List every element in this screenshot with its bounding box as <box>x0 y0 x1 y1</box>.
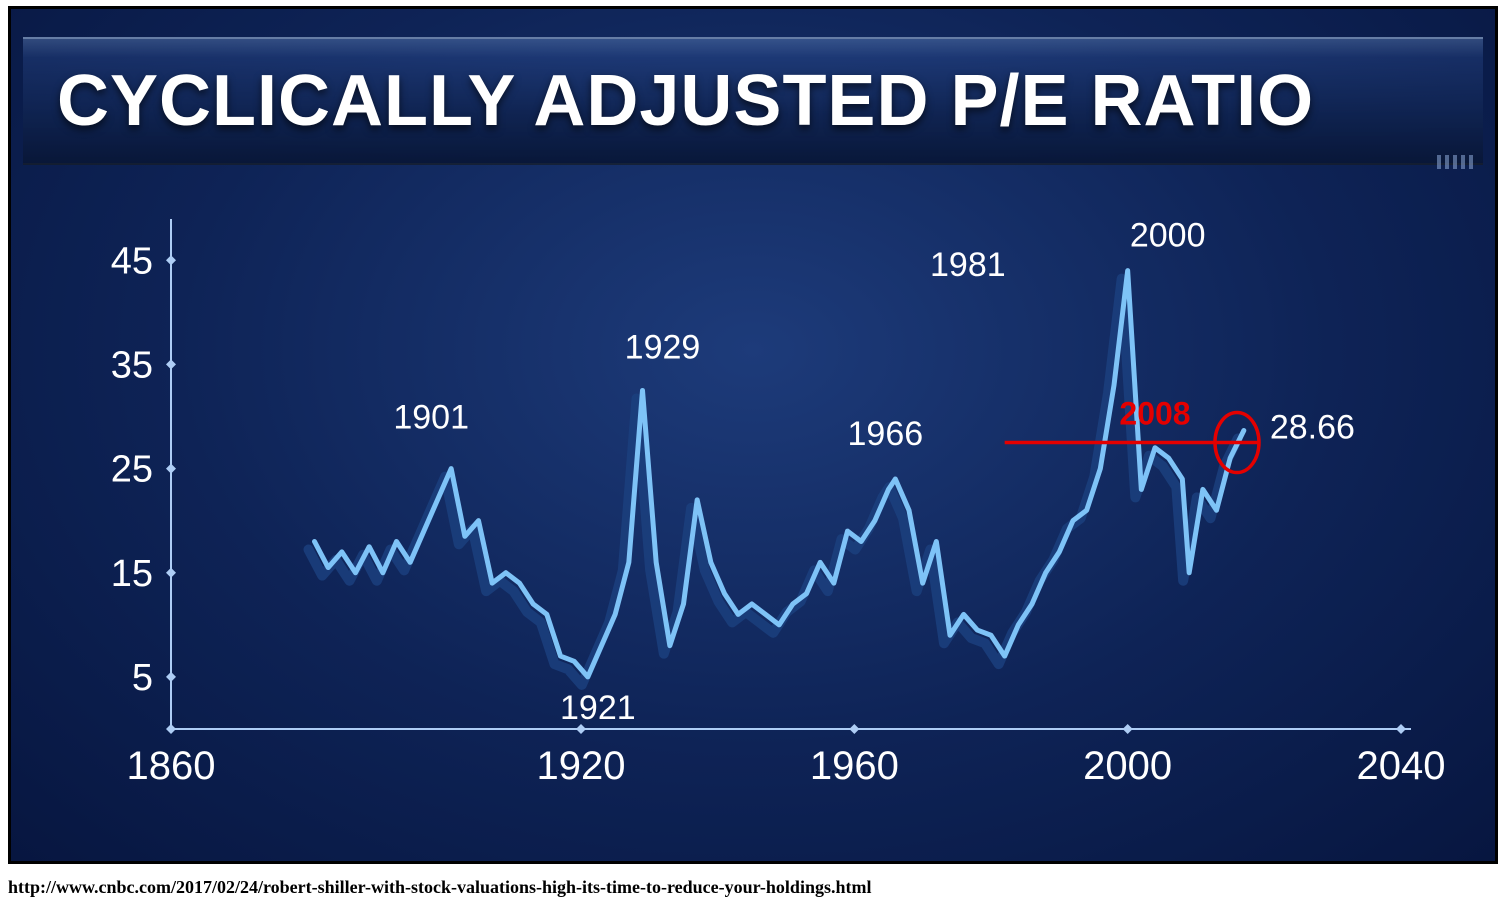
svg-text:15: 15 <box>111 553 153 595</box>
svg-text:25: 25 <box>111 449 153 491</box>
title-bar: CYCLICALLY ADJUSTED P/E RATIO <box>23 37 1483 165</box>
source-url: http://www.cnbc.com/2017/02/24/robert-sh… <box>8 877 871 898</box>
svg-text:2040: 2040 <box>1357 744 1446 788</box>
svg-text:28.66: 28.66 <box>1270 408 1355 446</box>
svg-text:2000: 2000 <box>1083 744 1172 788</box>
chart-title: CYCLICALLY ADJUSTED P/E RATIO <box>57 60 1314 142</box>
svg-text:2000: 2000 <box>1130 217 1206 255</box>
chart-svg: 5 15 25 35 45 1860 1920 1960 2000 2040 2008 1901 192… <box>91 209 1461 809</box>
chart-frame: CYCLICALLY ADJUSTED P/E RATIO 5 15 25 35 45 1… <box>8 6 1498 864</box>
chart-plot-area: 5 15 25 35 45 1860 1920 1960 2000 2040 2008 1901 192… <box>91 209 1461 809</box>
svg-text:1920: 1920 <box>537 744 626 788</box>
svg-text:5: 5 <box>132 657 153 699</box>
decorative-stripes <box>1437 155 1477 169</box>
svg-text:1929: 1929 <box>625 328 701 366</box>
svg-text:1960: 1960 <box>810 744 899 788</box>
svg-text:1860: 1860 <box>127 744 216 788</box>
svg-text:1966: 1966 <box>848 415 924 453</box>
svg-text:45: 45 <box>111 240 153 282</box>
svg-text:2008: 2008 <box>1119 396 1190 432</box>
svg-text:1901: 1901 <box>393 399 469 437</box>
svg-text:1981: 1981 <box>930 246 1006 284</box>
svg-text:1921: 1921 <box>560 689 636 727</box>
svg-text:35: 35 <box>111 344 153 386</box>
